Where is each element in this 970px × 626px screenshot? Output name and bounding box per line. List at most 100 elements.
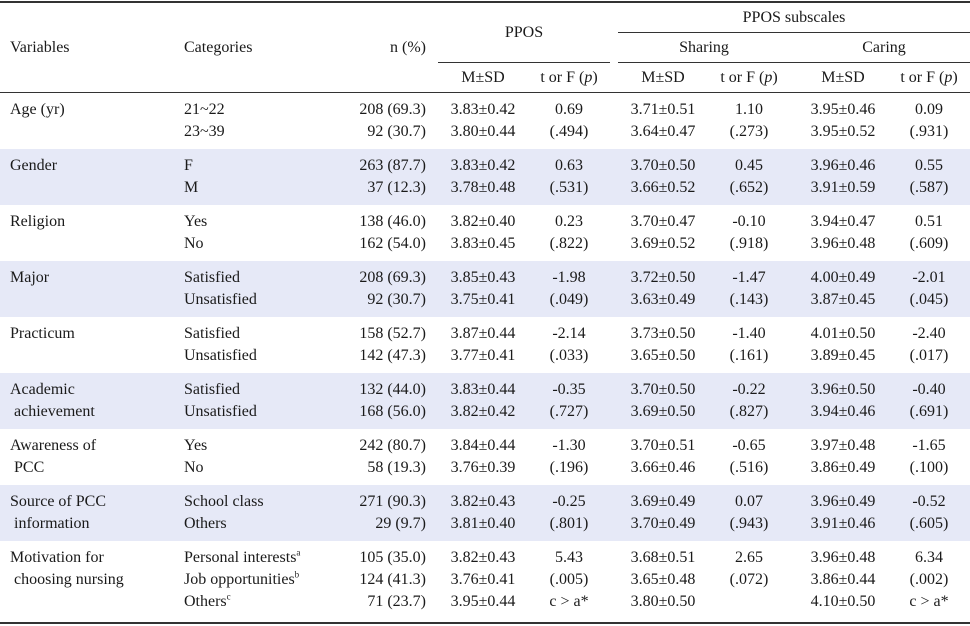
header-sharing: Sharing: [679, 39, 729, 56]
caring-t-cell: 0.55: [915, 157, 943, 174]
ppos-t-cell: (.033): [549, 347, 589, 364]
sharing-t-cell: (.943): [729, 515, 769, 532]
caring-t-cell: c > a*: [909, 593, 949, 610]
category-label: Job opportunities: [184, 571, 295, 588]
ppos-t-cell: -1.98: [552, 269, 586, 286]
caring-msd-cell: 4.01±0.50: [810, 325, 876, 342]
n-cell: 92 (30.7): [367, 123, 426, 140]
sharing-t-cell: 2.65: [735, 549, 763, 566]
sharing-msd-cell: 3.65±0.48: [630, 571, 696, 588]
variable-name: Major: [10, 269, 50, 286]
header-bottom-rule: [0, 92, 970, 93]
sharing-t-cell: 0.45: [735, 157, 763, 174]
ppos-t-cell: -1.30: [552, 437, 586, 454]
categories-cell: No: [184, 235, 204, 252]
ppos-msd-cell: 3.83±0.42: [450, 157, 516, 174]
caring-t-cell: (.609): [909, 235, 949, 252]
n-cell: 142 (47.3): [359, 347, 426, 364]
categories-cell: Satisfied: [184, 325, 240, 342]
ppos-t-cell: (.196): [549, 459, 589, 476]
sharing-t-cell: (.072): [729, 571, 769, 588]
sharing-t-cell: 1.10: [735, 101, 763, 118]
ppos-msd-cell: 3.80±0.44: [450, 123, 516, 140]
footnote-marker: c: [226, 591, 231, 602]
categories-cell: Unsatisfied: [184, 347, 257, 364]
variable-name: Motivation for: [10, 549, 104, 566]
header-variables: Variables: [10, 39, 70, 56]
ppos-t-cell: (.005): [549, 571, 589, 588]
variable-name: Gender: [10, 157, 58, 174]
ppos-msd-cell: 3.76±0.41: [450, 571, 516, 588]
subscales-rule: [618, 62, 970, 63]
variable-name: Religion: [10, 213, 66, 230]
n-cell: 29 (9.7): [375, 515, 426, 532]
header-caring: Caring: [862, 39, 906, 56]
ppos-t-cell: (.822): [549, 235, 589, 252]
categories-cell: Personal interestsa: [184, 547, 334, 569]
categories-cell: Others: [184, 515, 227, 532]
sharing-msd-cell: 3.65±0.50: [630, 347, 696, 364]
categories-cell: Yes: [184, 213, 208, 230]
variable-name: Awareness of: [10, 437, 97, 454]
sharing-msd-cell: 3.70±0.47: [630, 213, 696, 230]
sharing-msd-cell: 3.69±0.52: [630, 235, 696, 252]
n-cell: 105 (35.0): [359, 549, 426, 566]
bottom-rule: [0, 622, 970, 624]
sharing-t-cell: (.918): [729, 235, 769, 252]
sharing-msd-cell: 3.68±0.51: [630, 549, 696, 566]
caring-msd-cell: 3.91±0.46: [810, 515, 876, 532]
ppos-msd-cell: 3.83±0.44: [450, 381, 516, 398]
ppos-t-cell: -0.25: [552, 493, 586, 510]
sharing-msd-cell: 3.70±0.50: [630, 381, 696, 398]
sharing-t-cell: -0.10: [732, 213, 766, 230]
sharing-msd-cell: 3.73±0.50: [630, 325, 696, 342]
n-cell: 71 (23.7): [367, 593, 426, 610]
ppos-msd-cell: 3.85±0.43: [450, 269, 516, 286]
caring-t-cell: -1.65: [912, 437, 946, 454]
header-categories: Categories: [184, 39, 253, 56]
row-band: [0, 261, 970, 317]
ppos-rule: [438, 62, 610, 63]
ppos-t-cell: 0.23: [555, 213, 583, 230]
sharing-t-cell: -0.22: [732, 381, 766, 398]
sharing-t-cell: (.516): [729, 459, 769, 476]
caring-msd-cell: 4.00±0.49: [810, 269, 876, 286]
caring-msd-cell: 3.95±0.52: [810, 123, 876, 140]
n-cell: 168 (56.0): [359, 403, 426, 420]
sharing-t-cell: -1.47: [732, 269, 766, 286]
ppos-msd-cell: 3.77±0.41: [450, 347, 516, 364]
row-band: [0, 373, 970, 429]
sharing-msd-cell: 3.66±0.52: [630, 179, 696, 196]
ppos-msd-cell: 3.76±0.39: [450, 459, 516, 476]
caring-msd-cell: 3.87±0.45: [810, 291, 876, 308]
sharing-t-cell: (.161): [729, 347, 769, 364]
ppos-msd-cell: 3.84±0.44: [450, 437, 516, 454]
header-ppos: PPOS: [504, 24, 544, 41]
categories-cell: Othersc: [184, 591, 334, 613]
sharing-msd-cell: 3.70±0.49: [630, 515, 696, 532]
sharing-msd-cell: 3.64±0.47: [630, 123, 696, 140]
category-label: Personal interests: [184, 549, 297, 566]
categories-cell: Unsatisfied: [184, 403, 257, 420]
variable-name: Source of PCC: [10, 493, 106, 510]
ppos-msd-cell: 3.81±0.40: [450, 515, 516, 532]
n-cell: 158 (52.7): [359, 325, 426, 342]
caring-msd-cell: 3.86±0.49: [810, 459, 876, 476]
variable-name: achievement: [10, 403, 95, 420]
caring-t-cell: 0.09: [915, 101, 943, 118]
caring-t-cell: -0.40: [912, 381, 946, 398]
categories-cell: Unsatisfied: [184, 291, 257, 308]
ppos-t-cell: (.727): [549, 403, 589, 420]
caring-msd-cell: 3.95±0.46: [810, 101, 876, 118]
sharing-msd-cell: 3.66±0.46: [630, 459, 696, 476]
variable-name: Academic: [10, 381, 75, 398]
variable-name: information: [10, 515, 90, 532]
header-ppos-subscales: PPOS subscales: [742, 9, 846, 26]
n-cell: 263 (87.7): [359, 157, 426, 174]
ppos-t-cell: (.049): [549, 291, 589, 308]
categories-cell: Job opportunitiesb: [184, 569, 334, 591]
header-n: n (%): [390, 39, 426, 56]
footnote-marker: b: [294, 569, 300, 580]
caring-t-cell: (.587): [909, 179, 949, 196]
